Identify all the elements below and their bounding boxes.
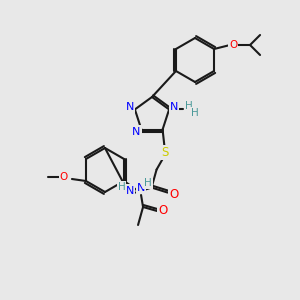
- Text: H: H: [191, 108, 199, 118]
- Text: N: N: [126, 102, 134, 112]
- Text: H: H: [118, 182, 125, 192]
- Text: O: O: [60, 172, 68, 182]
- Text: N: N: [137, 183, 145, 193]
- Text: N: N: [125, 186, 134, 196]
- Text: S: S: [161, 146, 168, 159]
- Text: O: O: [158, 205, 168, 218]
- Text: N: N: [132, 127, 141, 136]
- Text: N: N: [170, 102, 178, 112]
- Text: H: H: [144, 178, 152, 188]
- Text: O: O: [169, 188, 178, 201]
- Text: O: O: [229, 40, 237, 50]
- Text: H: H: [185, 101, 193, 111]
